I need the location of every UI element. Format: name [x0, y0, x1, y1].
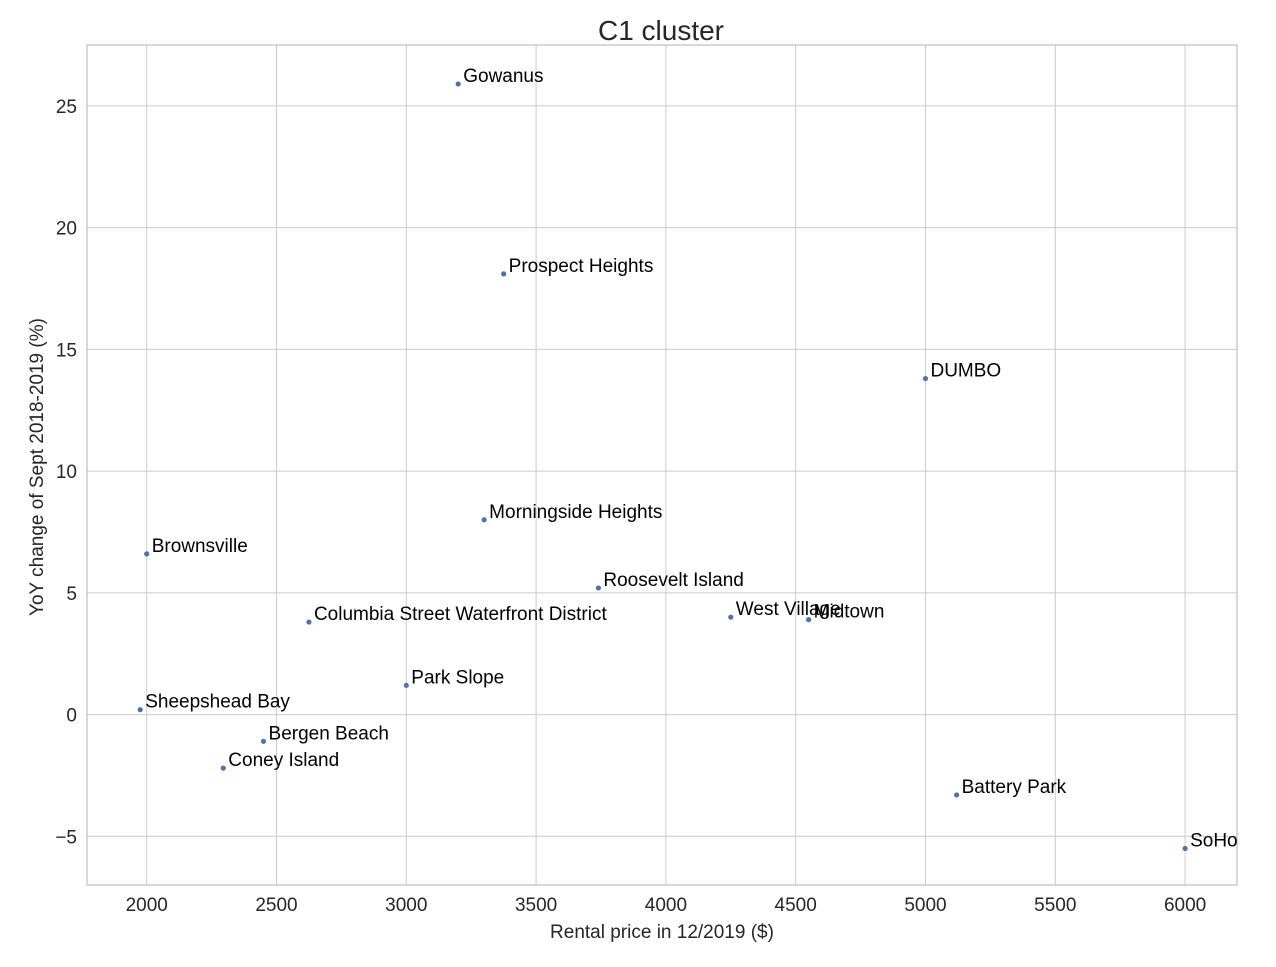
data-point [1182, 845, 1188, 852]
data-point [403, 682, 409, 688]
data-point [144, 551, 150, 557]
data-point-label: Brownsville [152, 536, 248, 557]
data-point-label: West Village [736, 599, 841, 620]
x-tick-label: 5500 [1034, 895, 1076, 916]
chart-title: C1 cluster [598, 15, 724, 46]
data-point [806, 617, 812, 623]
x-tick-label: 4500 [775, 895, 817, 916]
data-point-label: Sheepshead Bay [145, 692, 290, 713]
x-tick-label: 2000 [126, 895, 168, 916]
data-point-label: DUMBO [930, 361, 1001, 382]
data-point-label: Midtown [814, 602, 885, 623]
grid-layer [87, 45, 1237, 885]
data-point [954, 792, 960, 798]
x-tick-labels: 2000 2500 3000 3500 4000 4500 5000 5500 6000 [126, 895, 1207, 916]
y-tick-label: 25 [56, 97, 77, 118]
data-point [455, 81, 461, 87]
data-point-label: Roosevelt Island [603, 570, 743, 591]
data-point [501, 271, 507, 277]
data-point-label: Columbia Street Waterfront District [314, 604, 608, 625]
data-point [922, 375, 929, 382]
y-tick-label: −5 [55, 827, 77, 848]
data-point [306, 619, 312, 625]
x-tick-label: 6000 [1164, 895, 1206, 916]
data-point-label: Park Slope [411, 667, 504, 688]
y-tick-label: 0 [66, 706, 77, 727]
y-axis-label: YoY change of Sept 2018-2019 (%) [27, 318, 48, 616]
y-tick-label: 5 [66, 584, 77, 605]
y-tick-label: 20 [56, 219, 77, 240]
x-tick-label: 5000 [904, 895, 946, 916]
data-point-label: Morningside Heights [489, 502, 662, 523]
x-tick-label: 3500 [515, 895, 557, 916]
data-point-label: SoHo [1190, 830, 1238, 851]
plot-frame [86, 44, 1238, 886]
data-point [220, 765, 226, 771]
y-tick-label: 15 [56, 340, 77, 361]
data-point-label: Bergen Beach [269, 723, 389, 744]
data-point-label: Prospect Heights [509, 256, 654, 277]
data-point [728, 614, 734, 620]
data-point [595, 585, 601, 591]
data-points [137, 81, 1188, 852]
data-point [137, 707, 143, 713]
data-point-label: Battery Park [962, 777, 1067, 798]
data-point [260, 738, 267, 744]
data-labels: Gowanus Prospect Heights DUMBO Morningside … [145, 66, 1237, 852]
data-point-label: Coney Island [228, 750, 339, 771]
x-tick-label: 3000 [385, 895, 427, 916]
data-point [481, 517, 487, 523]
x-axis-label: Rental price in 12/2019 ($) [550, 922, 774, 943]
data-point-label: Gowanus [463, 66, 543, 87]
y-tick-labels: −5 0 5 10 15 20 25 [55, 97, 77, 848]
y-tick-label: 10 [56, 462, 77, 483]
x-tick-label: 2500 [255, 895, 297, 916]
x-tick-label: 4000 [645, 895, 687, 916]
